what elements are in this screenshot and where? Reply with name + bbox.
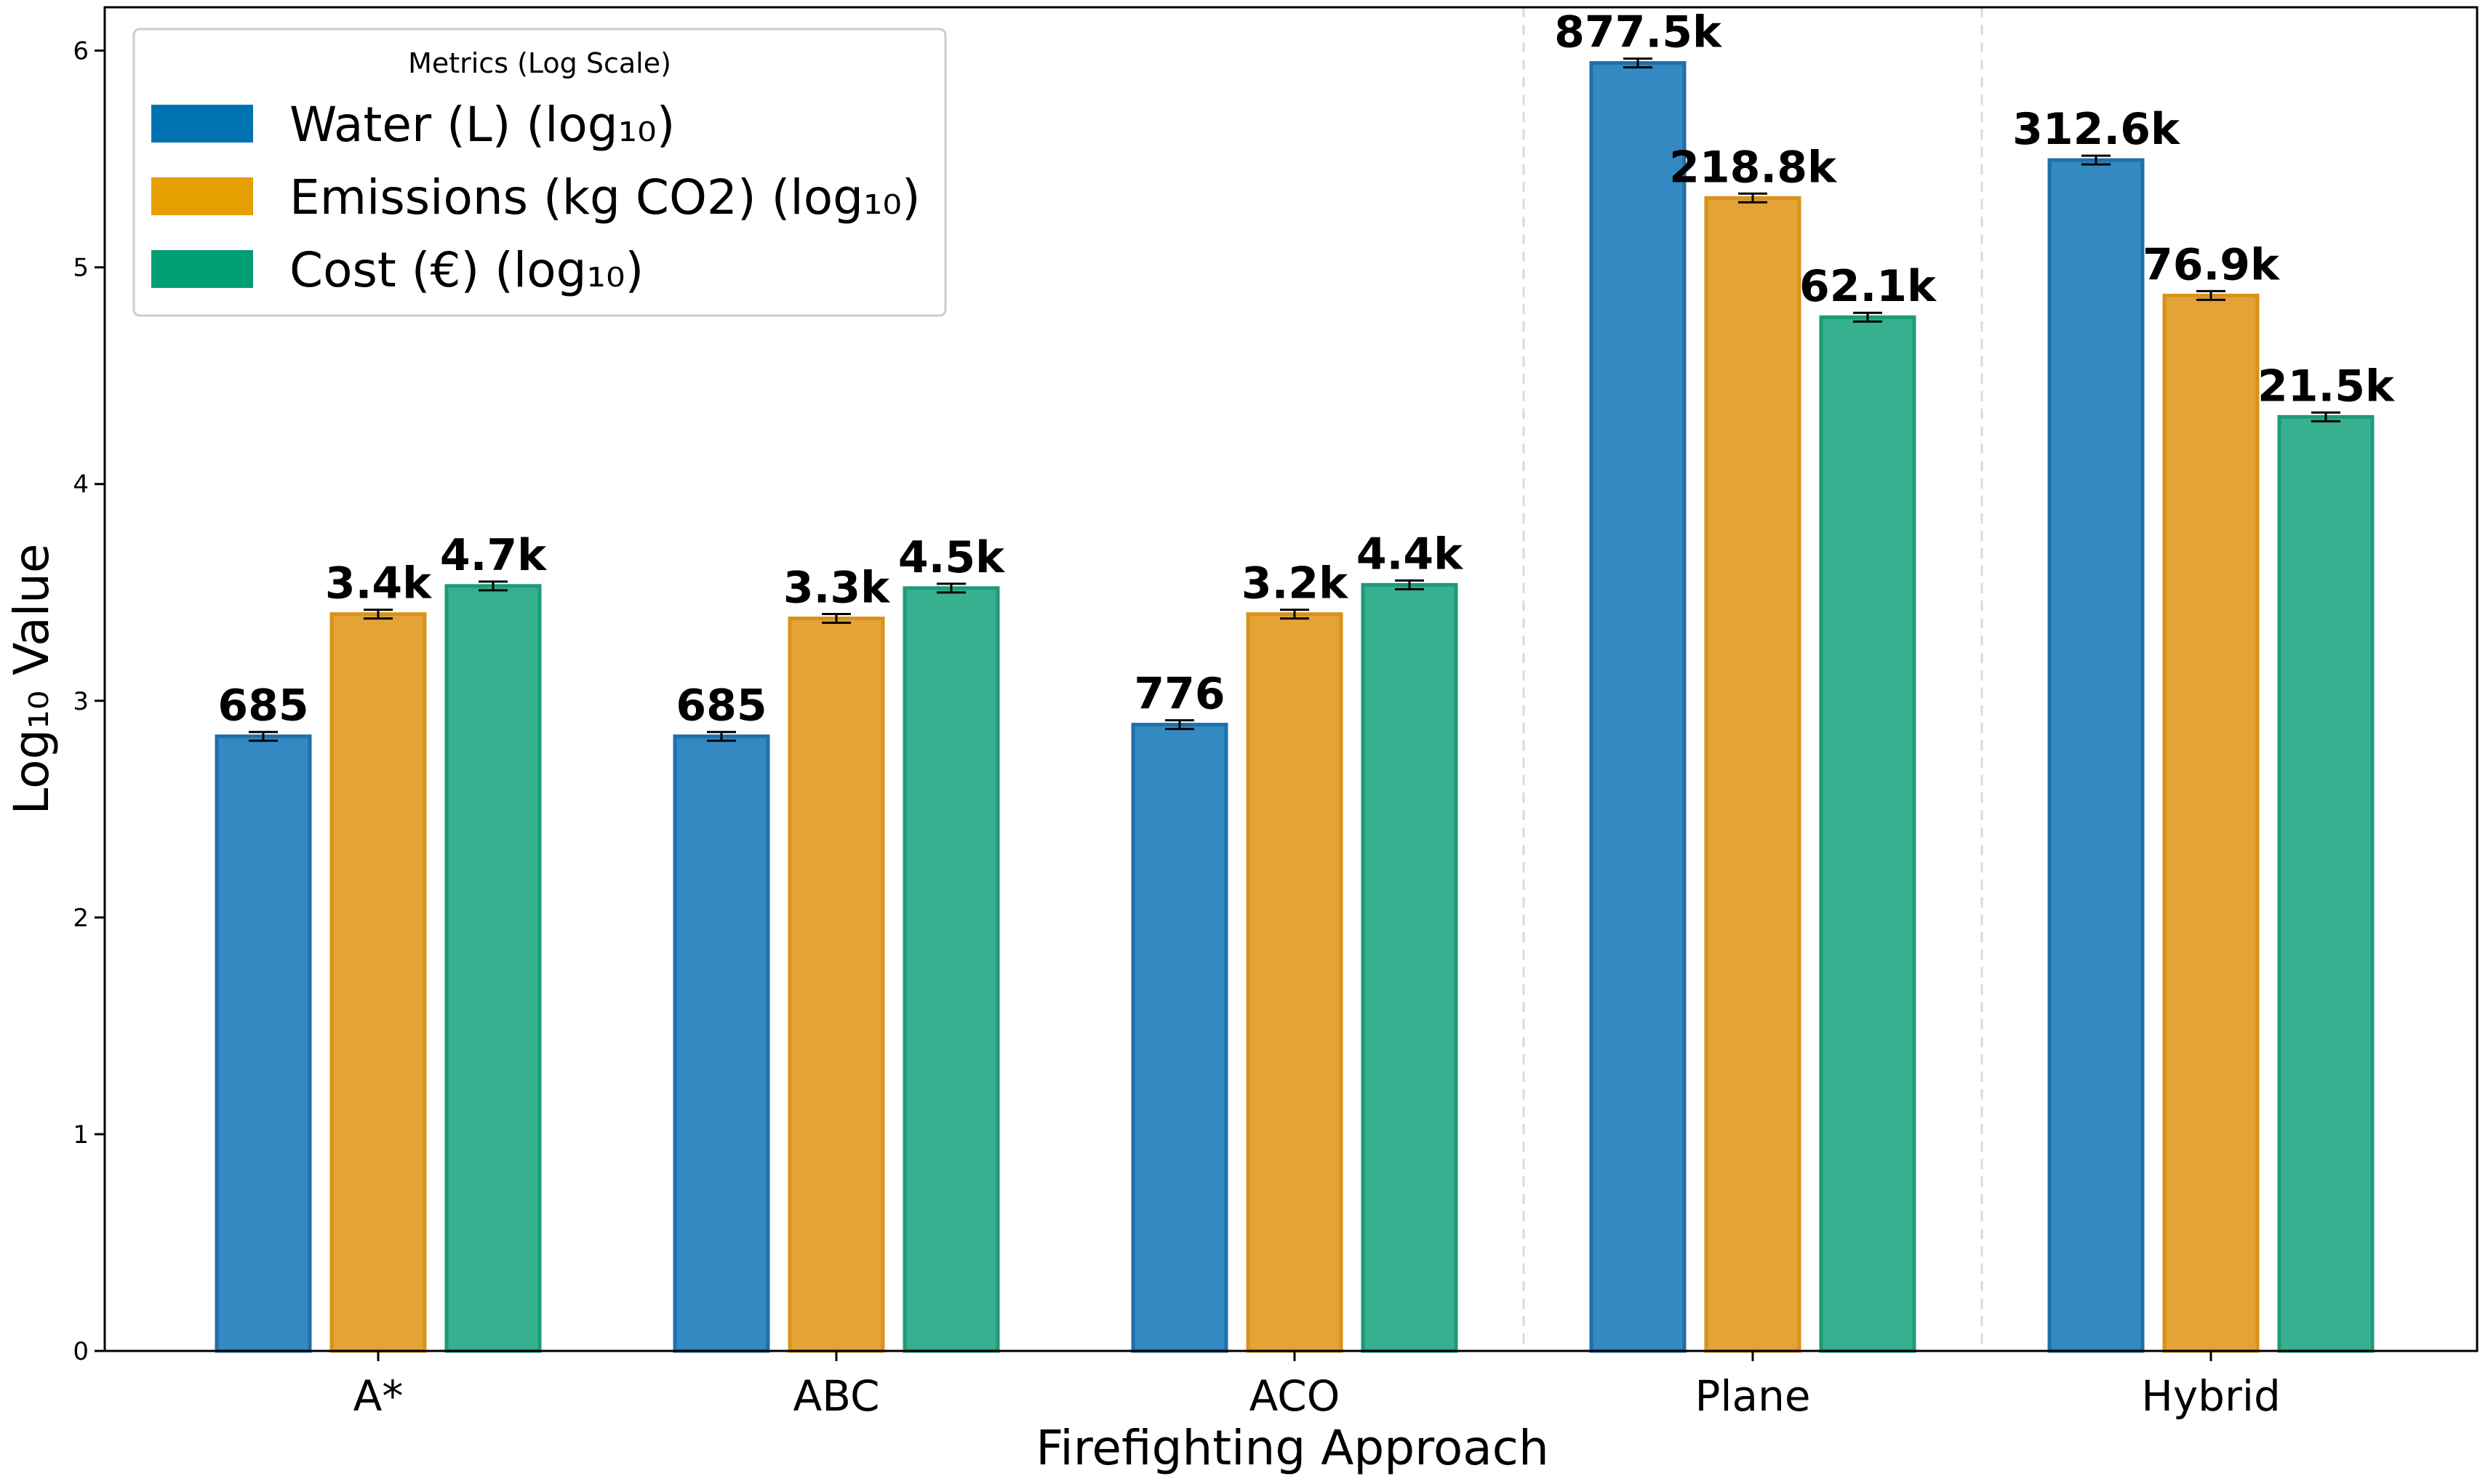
x-tick-label: A*: [353, 1371, 404, 1421]
legend-label: Water (L) (log₁₀): [289, 97, 675, 153]
y-tick-label: 5: [73, 254, 89, 283]
bar: [444, 584, 542, 1353]
data-label: 3.3k: [783, 563, 891, 614]
data-label: 312.6k: [2012, 104, 2181, 155]
y-tick-label: 4: [73, 470, 89, 500]
error-bars-layer: [249, 57, 2340, 742]
data-label: 21.5k: [2257, 361, 2396, 412]
data-label: 685: [676, 681, 767, 731]
bar: [1246, 612, 1343, 1353]
legend-label: Emissions (kg CO2) (log₁₀): [289, 169, 921, 225]
legend-swatch: [151, 105, 253, 143]
bar: [2047, 158, 2145, 1353]
bar: [788, 617, 885, 1353]
bar: [1704, 196, 1801, 1353]
bar: [673, 734, 770, 1353]
bar: [1589, 61, 1687, 1353]
y-axis-ticks: 0 1 2 3 4 5 6: [73, 37, 105, 1366]
data-label: 877.5k: [1554, 7, 1723, 58]
bar: [1131, 723, 1228, 1353]
x-tick-label: Plane: [1695, 1371, 1810, 1421]
bar: [2277, 414, 2375, 1353]
y-tick-label: 2: [73, 904, 89, 933]
plot-frame: [103, 6, 2479, 1352]
legend-swatch: [151, 177, 253, 215]
legend-title: Metrics (Log Scale): [408, 47, 671, 79]
bar: [1819, 315, 1916, 1353]
legend-items: Water (L) (log₁₀) Emissions (kg CO2) (log…: [151, 97, 921, 298]
x-axis-ticks: A* ABC ACO Plane Hybrid: [353, 1351, 2281, 1421]
legend-frame: [132, 28, 947, 317]
x-tick-label: ACO: [1249, 1371, 1340, 1421]
bar: [903, 586, 1000, 1353]
bar: [215, 734, 312, 1353]
data-label: 776: [1134, 669, 1225, 720]
legend: Metrics (Log Scale) Water (L) (log₁₀) Emi…: [132, 28, 947, 317]
data-label: 76.9k: [2143, 239, 2281, 290]
data-label: 3.4k: [325, 558, 433, 609]
y-axis-label: Log₁₀ Value: [4, 543, 60, 814]
data-label: 62.1k: [1799, 261, 1937, 312]
data-label: 3.2k: [1241, 558, 1349, 609]
data-label: 4.7k: [440, 530, 548, 581]
bar: [1361, 582, 1458, 1353]
legend-label: Cost (€) (log₁₀): [289, 242, 644, 298]
data-label: 4.4k: [1356, 529, 1464, 579]
separator-lines: [1522, 7, 1983, 1351]
y-tick-label: 0: [73, 1337, 89, 1366]
y-tick-label: 3: [73, 687, 89, 716]
legend-swatch: [151, 250, 253, 288]
x-tick-label: ABC: [793, 1371, 880, 1421]
bar: [2162, 293, 2260, 1353]
x-axis-label: Firefighting Approach: [1036, 1420, 1549, 1476]
y-tick-label: 6: [73, 37, 89, 66]
data-label: 218.8k: [1669, 142, 1838, 193]
y-tick-label: 1: [73, 1120, 89, 1150]
bar: [329, 612, 427, 1353]
data-labels-layer: 685 685 776 877.5k 312.6k 3.4k 3.3k 3.2k 218.8k 7…: [217, 7, 2396, 731]
data-label: 4.5k: [898, 532, 1006, 583]
x-tick-label: Hybrid: [2141, 1371, 2281, 1421]
data-label: 685: [217, 681, 308, 731]
